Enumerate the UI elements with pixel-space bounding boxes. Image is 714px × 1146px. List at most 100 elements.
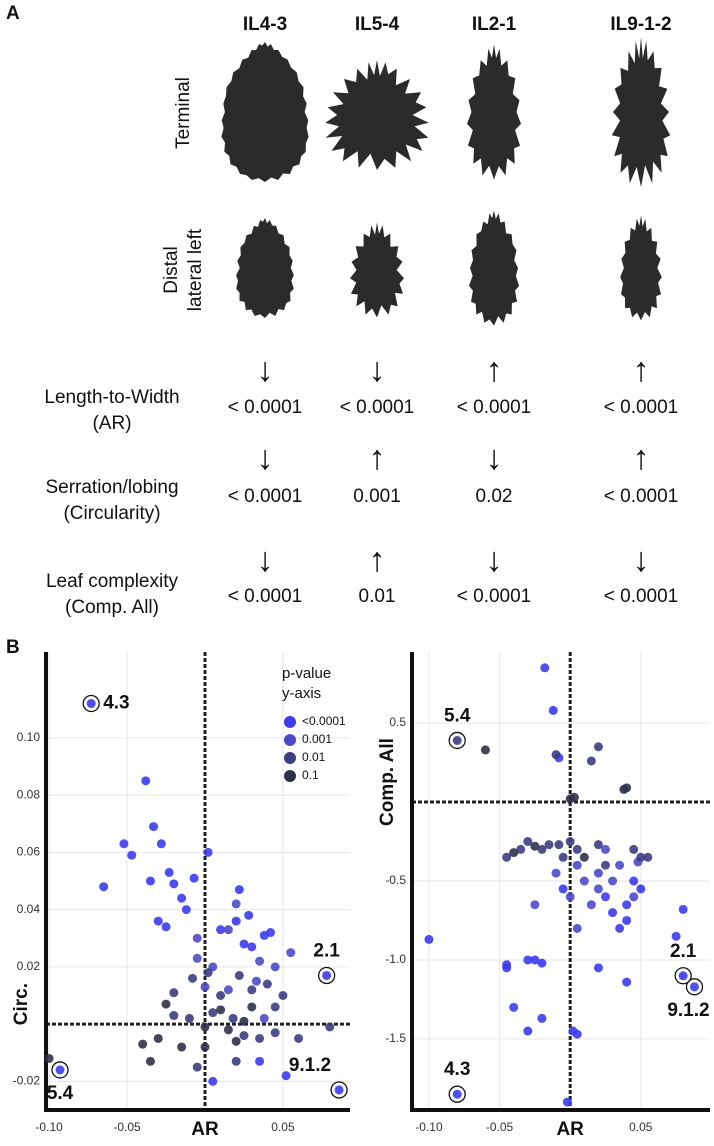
scatter-point — [216, 1005, 226, 1015]
scatter-point — [200, 982, 210, 992]
trait-name: Leaf complexity — [46, 571, 179, 592]
p-value: 0.01 — [359, 586, 396, 607]
scatter-point — [537, 1013, 547, 1023]
p-value: < 0.0001 — [457, 397, 532, 418]
scatter-point — [608, 876, 618, 886]
y-tick-label: 0.5 — [389, 715, 406, 729]
scatter-point — [523, 955, 533, 965]
scatter-point — [203, 847, 213, 857]
scatter-point — [325, 1022, 335, 1032]
y-tick-label: -0.5 — [385, 873, 406, 887]
p-value: < 0.0001 — [604, 397, 679, 418]
scatter-point — [600, 860, 610, 870]
point-annotation: 4.3 — [444, 1059, 470, 1080]
scatter-point — [523, 837, 533, 847]
point-annotation: 5.4 — [47, 1083, 74, 1104]
scatter-point — [228, 1013, 238, 1023]
legend-marker — [284, 716, 296, 728]
direction-arrow: ↓ — [257, 439, 274, 477]
scatter-point — [141, 776, 151, 786]
scatter-point — [216, 991, 226, 1000]
scatter-point — [452, 735, 462, 745]
column-header: IL2-1 — [472, 14, 517, 35]
p-value: < 0.0001 — [228, 586, 303, 607]
scatter-point — [502, 963, 512, 973]
scatter-point — [223, 925, 233, 935]
scatter-point — [200, 1042, 210, 1052]
scatter-point — [689, 982, 699, 992]
row-label: Distal — [161, 246, 182, 294]
scatter-point — [554, 840, 564, 850]
trait-name: (AR) — [92, 413, 131, 434]
scatter-point — [177, 893, 187, 903]
scatter-point — [192, 953, 202, 963]
p-value: < 0.0001 — [604, 486, 679, 507]
scatter-point — [169, 988, 179, 998]
x-tick-label: -0.05 — [113, 1120, 141, 1134]
legend-title: p-value — [282, 665, 331, 682]
scatter-point — [208, 1008, 218, 1018]
scatter-point — [188, 973, 198, 983]
scatter-point — [622, 900, 632, 910]
scatter-point — [119, 839, 129, 849]
y-tick-label: 0.06 — [17, 845, 41, 859]
legend-title: y-axis — [282, 685, 321, 702]
direction-arrow: ↓ — [257, 351, 274, 389]
scatter-point — [502, 852, 512, 862]
scatter-point — [593, 868, 603, 878]
trait-name: Serration/lobing — [45, 477, 178, 498]
scatter-point — [322, 970, 332, 980]
scatter-point — [622, 977, 632, 987]
scatter-point — [192, 933, 202, 943]
column-header: IL9-1-2 — [610, 14, 671, 35]
direction-arrow: ↑ — [369, 541, 386, 579]
scatter-point — [516, 844, 526, 854]
scatter-point — [270, 962, 280, 972]
scatter-point — [145, 1056, 155, 1066]
x-tick-label: 0.05 — [271, 1120, 295, 1134]
scatter-point — [622, 783, 632, 793]
highlight-ring — [685, 978, 704, 996]
row-label: Terminal — [173, 77, 194, 149]
trait-name: (Circularity) — [63, 503, 160, 524]
highlight-ring — [674, 967, 692, 985]
scatter-point — [164, 867, 174, 877]
scatter-point — [259, 1013, 269, 1023]
scatter-point — [138, 1039, 148, 1049]
scatter-point — [239, 1016, 249, 1026]
scatter-point — [189, 873, 199, 883]
highlight-ring — [82, 694, 100, 713]
direction-arrow: ↓ — [486, 439, 503, 477]
scatter-point — [156, 839, 166, 849]
scatter-point — [153, 916, 163, 926]
scatter-point — [231, 1036, 241, 1046]
scatter-point — [216, 925, 226, 935]
scatter-point — [161, 999, 171, 1009]
scatter-point — [452, 1089, 462, 1099]
scatter-point — [551, 750, 561, 760]
x-axis-title: AR — [191, 1119, 219, 1140]
p-value: < 0.0001 — [228, 486, 303, 507]
scatter-point — [593, 963, 603, 973]
trait-name: Length-to-Width — [44, 387, 179, 408]
scatter-point — [208, 1076, 218, 1086]
p-value: < 0.0001 — [457, 586, 532, 607]
scatter-point — [562, 1097, 572, 1107]
scatter-point — [278, 991, 288, 1000]
direction-arrow: ↑ — [369, 439, 386, 477]
x-tick-label: -0.10 — [35, 1120, 63, 1134]
x-axis-title: AR — [556, 1119, 584, 1140]
scatter-point — [544, 840, 554, 850]
direction-arrow: ↑ — [486, 351, 503, 389]
scatter-point — [294, 1033, 304, 1043]
point-annotation: 9.1.2 — [667, 1000, 709, 1021]
scatter-point — [565, 892, 575, 902]
highlight-ring — [448, 731, 466, 750]
scatter-point — [231, 899, 241, 909]
scatter-point — [262, 979, 272, 989]
scatter-point — [523, 1026, 533, 1036]
leaf-silhouette — [350, 222, 404, 318]
highlight-ring — [51, 1061, 69, 1079]
legend-label: <0.0001 — [302, 714, 346, 728]
